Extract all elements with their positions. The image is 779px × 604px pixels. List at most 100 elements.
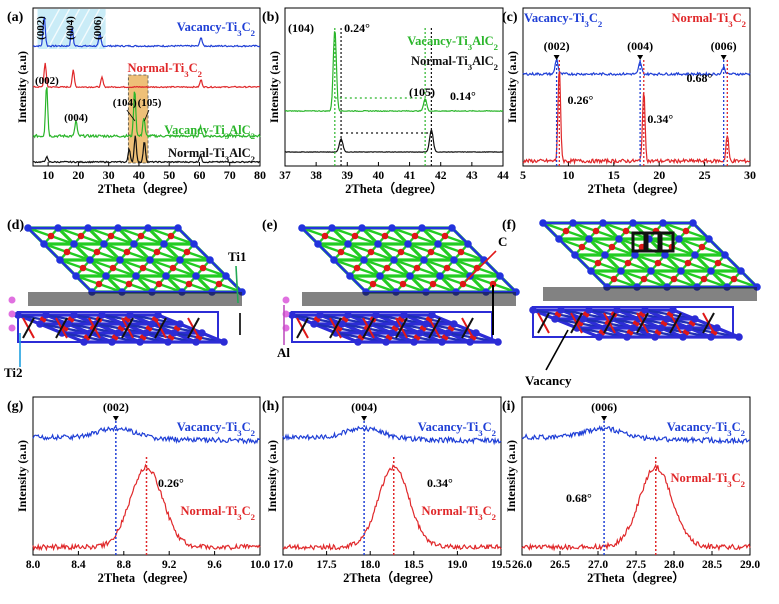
bond: [669, 312, 682, 334]
x-tick-label: 27.0: [588, 559, 608, 571]
atom: [608, 243, 616, 251]
peak-annotation: 0.24°: [344, 21, 370, 35]
atom: [139, 264, 147, 272]
x-axis-label: 2Theta（degree）: [98, 181, 196, 196]
panel-label: (b): [262, 10, 279, 25]
bond: [121, 317, 134, 339]
atom: [691, 251, 699, 259]
atom: [622, 227, 630, 235]
atom: [374, 240, 382, 248]
hatch-line: [66, 8, 91, 50]
atom: [450, 320, 458, 328]
atom: [594, 259, 602, 267]
atom: [63, 248, 71, 256]
y-axis-label: Intensity (a.u): [265, 440, 279, 512]
atom: [585, 235, 593, 243]
panel-label: (g): [7, 399, 24, 414]
atom: [434, 240, 442, 248]
peak-annotation: (002): [35, 75, 59, 87]
atom: [42, 311, 50, 319]
bond: [88, 317, 101, 339]
lattice-top: [539, 219, 761, 291]
atom: [629, 324, 637, 332]
x-tick-label: 9.6: [207, 559, 222, 571]
peak-annotation: (002): [544, 39, 570, 53]
atom: [169, 264, 177, 272]
atom: [657, 324, 665, 332]
x-tick-label: 38: [310, 170, 322, 182]
x-tick-label: 20: [653, 168, 665, 182]
atom: [557, 306, 565, 314]
panel-label: (a): [7, 10, 24, 25]
atom: [79, 264, 87, 272]
atom: [198, 329, 206, 337]
atom: [142, 329, 150, 337]
atom: [8, 310, 16, 318]
bond: [187, 317, 200, 339]
hatch-line: [56, 8, 81, 50]
x-tick-label: 20: [72, 168, 84, 182]
series-label: Vacancy-Ti3C2: [524, 11, 602, 29]
atom: [70, 240, 78, 248]
atom: [707, 267, 715, 275]
series-line: [32, 16, 261, 48]
atom: [610, 275, 618, 283]
atom: [130, 240, 138, 248]
atom: [457, 248, 465, 256]
atom: [411, 232, 419, 240]
peak-annotation: (002): [35, 16, 47, 40]
atom: [691, 315, 699, 323]
series-line: [32, 87, 261, 139]
atom-label: C: [498, 234, 507, 249]
atom: [146, 256, 154, 264]
atom: [684, 259, 692, 267]
atom: [116, 256, 124, 264]
x-tick-label: 50: [163, 168, 175, 182]
atom: [670, 275, 678, 283]
x-tick-label: 80: [254, 168, 266, 182]
series-line: [522, 57, 751, 77]
peak-annotation: (105): [409, 85, 435, 99]
x-tick-label: 9.2: [162, 559, 177, 571]
atom: [647, 267, 655, 275]
atom: [64, 320, 72, 328]
atom: [578, 243, 586, 251]
bond: [428, 317, 441, 339]
x-tick-label: 15: [608, 168, 620, 182]
x-tick-label: 28.5: [702, 559, 722, 571]
peak-annotation: (004): [351, 400, 377, 414]
x-tick-label: 17.5: [317, 559, 337, 571]
series-line: [284, 31, 504, 113]
atom: [443, 264, 451, 272]
hatch-line: [146, 8, 171, 50]
atom: [714, 259, 722, 267]
x-tick-label: 42: [435, 170, 447, 182]
bond: [395, 317, 408, 339]
atom: [654, 259, 662, 267]
atom: [360, 256, 368, 264]
peak-marker: [361, 416, 368, 421]
atom: [154, 311, 162, 319]
atom: [450, 256, 458, 264]
annotation-arrow: [126, 109, 136, 122]
atom: [176, 320, 184, 328]
atom: [98, 311, 106, 319]
peak-marker: [720, 55, 727, 60]
lattice-top: [24, 224, 246, 296]
atom: [109, 264, 117, 272]
atom: [677, 267, 685, 275]
hatch-line: [116, 8, 141, 50]
plot-frame: [282, 396, 502, 556]
bond: [603, 312, 616, 334]
x-axis-label: 2Theta（degree）: [343, 570, 441, 585]
atom: [310, 320, 318, 328]
atom: [685, 324, 693, 332]
atom: [321, 232, 329, 240]
atom: [631, 251, 639, 259]
panel-label: (d): [7, 218, 24, 233]
atom: [429, 280, 437, 288]
bond: [537, 312, 550, 334]
peak-annotation: (004): [64, 112, 88, 124]
peak-annotation: 0.34°: [427, 476, 453, 490]
atom: [682, 227, 690, 235]
